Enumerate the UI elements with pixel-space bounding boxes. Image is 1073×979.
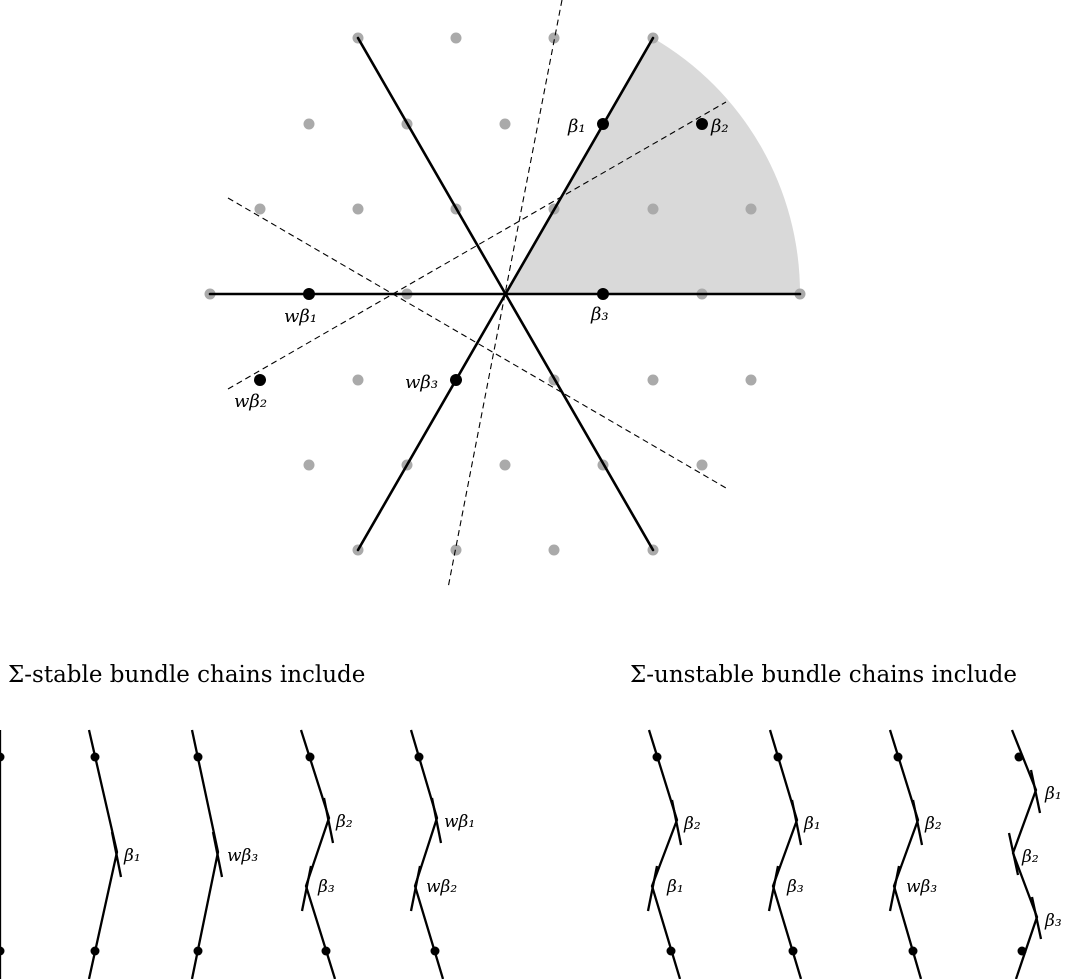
- label-wbeta3: wβ₃: [405, 372, 438, 393]
- chain-cross-mark: [1030, 896, 1043, 940]
- chain-cross-mark: [646, 865, 659, 912]
- marked-points: [254, 118, 708, 386]
- chain-cross-mark: [767, 865, 780, 912]
- lattice-point: [696, 459, 708, 471]
- chain-dot: [1017, 946, 1027, 956]
- chain-dot: [893, 752, 903, 762]
- chain-dot: [666, 946, 676, 956]
- lattice-point: [647, 203, 659, 215]
- lattice-point: [254, 203, 266, 215]
- label-beta2: β₂: [710, 116, 729, 137]
- label-beta3: β₃: [590, 304, 609, 325]
- stable-chain-5: [409, 729, 445, 979]
- lattice-point: [647, 374, 659, 386]
- unstable-caption: Σ-unstable bundle chains include: [630, 662, 1018, 688]
- chain-cross-mark: [110, 831, 123, 878]
- chain-dot: [90, 946, 100, 956]
- chain-label: wβ₁: [444, 812, 475, 832]
- chain-dot: [773, 752, 783, 762]
- chain-dot: [414, 752, 424, 762]
- dashed-line: [227, 101, 727, 390]
- lattice-point: [450, 544, 462, 556]
- chain-cross-mark: [670, 799, 683, 846]
- chain-label: β₂: [1021, 847, 1039, 867]
- point-wbeta1: [303, 288, 315, 300]
- chain-label: wβ₃: [227, 846, 258, 866]
- point-wbeta3: [450, 374, 462, 386]
- chain-dot: [305, 752, 315, 762]
- chain-label: β₁: [123, 846, 141, 866]
- chain-label: wβ₃: [906, 877, 937, 897]
- label-wbeta2: wβ₂: [234, 391, 267, 412]
- lattice-point: [303, 459, 315, 471]
- chain-label: β₁: [803, 814, 821, 834]
- chain-label: β₁: [666, 877, 684, 897]
- lattice-point: [303, 118, 315, 130]
- chain-cross-mark: [888, 865, 901, 912]
- point-beta1: [597, 118, 609, 130]
- chain-label: wβ₂: [426, 877, 457, 897]
- label-beta1: β₁: [567, 116, 586, 137]
- lattice-point: [499, 118, 511, 130]
- stable-chain-4: [299, 729, 337, 979]
- chain-label: β₁: [1044, 784, 1062, 804]
- unstable-chain-3: [888, 729, 923, 979]
- chain-cross-mark: [430, 797, 443, 844]
- lattice-point: [548, 32, 560, 44]
- chain-dot: [193, 946, 203, 956]
- chain-cross-mark: [322, 797, 335, 844]
- lattice-point: [499, 459, 511, 471]
- unstable-chain-1: [647, 729, 682, 979]
- point-beta2: [696, 118, 708, 130]
- stable-caption: Σ-stable bundle chains include: [8, 662, 366, 688]
- chain-dot: [908, 946, 918, 956]
- chain-label: β₂: [924, 814, 942, 834]
- point-beta3: [597, 288, 609, 300]
- chain-cross-mark: [409, 865, 422, 912]
- chain-dot: [788, 946, 798, 956]
- lattice-point: [745, 374, 757, 386]
- chain-dot: [321, 946, 331, 956]
- dashed-lines: [227, 0, 727, 589]
- chains: [0, 729, 1043, 979]
- lattice-point: [548, 544, 560, 556]
- chain-dot: [430, 946, 440, 956]
- chain-dot: [0, 752, 5, 762]
- chain-dot: [0, 946, 5, 956]
- chain-label: β₃: [317, 877, 335, 897]
- chain-label: β₃: [786, 877, 804, 897]
- chain-dot: [652, 752, 662, 762]
- chain-label: β₃: [1044, 911, 1062, 931]
- label-wbeta1: wβ₁: [284, 306, 317, 327]
- stable-chain-2: [87, 729, 119, 979]
- lattice-point: [745, 203, 757, 215]
- chain-label: β₂: [335, 812, 353, 832]
- dashed-line: [227, 197, 727, 489]
- lattice-point: [352, 203, 364, 215]
- shaded-sector: [505, 38, 801, 294]
- chain-cross-mark: [300, 865, 313, 912]
- chain-dot: [90, 752, 100, 762]
- chain-cross-mark: [911, 799, 924, 846]
- unstable-chain-2: [768, 729, 803, 979]
- chain-dots: [0, 752, 1027, 956]
- chain-label: β₂: [683, 814, 701, 834]
- chain-cross-mark: [790, 799, 803, 846]
- chain-cross-mark: [211, 831, 224, 878]
- chain-cross-mark: [1029, 769, 1042, 814]
- lattice-point: [352, 374, 364, 386]
- point-wbeta2: [254, 374, 266, 386]
- chain-cross-mark: [1007, 832, 1020, 876]
- stable-chain-3: [190, 729, 220, 979]
- chain-dot: [1014, 752, 1024, 762]
- lattice-point: [450, 32, 462, 44]
- chain-dot: [193, 752, 203, 762]
